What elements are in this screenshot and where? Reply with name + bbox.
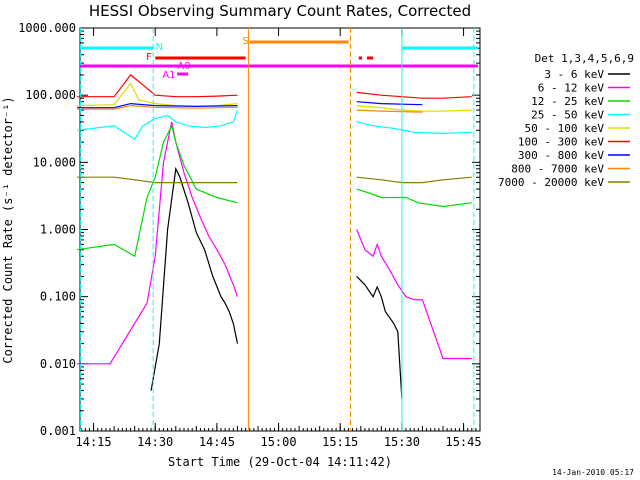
y-tick-label: 0.100 <box>40 290 76 304</box>
series-line-2 <box>77 124 472 258</box>
y-tick-label: 0.001 <box>40 424 76 438</box>
x-axis-label: Start Time (29-Oct-04 14:11:42) <box>168 455 392 469</box>
saa-flag-label: S <box>242 36 248 47</box>
legend-label: 7000 - 20000 keV <box>498 176 604 189</box>
night-flag-label: N <box>156 42 163 53</box>
series-line-5 <box>77 74 472 99</box>
y-tick-label: 100.000 <box>25 88 76 102</box>
y-tick-label: 1.000 <box>40 223 76 237</box>
chart-title: HESSI Observing Summary Count Rates, Cor… <box>89 2 471 20</box>
x-tick-label: 15:45 <box>445 435 481 449</box>
series-line-4 <box>77 82 472 112</box>
series-line-3 <box>77 109 472 141</box>
x-tick-label: 15:15 <box>322 435 358 449</box>
x-tick-label: 14:30 <box>137 435 173 449</box>
series-line-8 <box>77 176 472 184</box>
y-tick-label: 0.010 <box>40 357 76 371</box>
legend-title: Det 1,3,4,5,6,9 <box>535 52 634 65</box>
y-tick-label: 10.000 <box>33 155 76 169</box>
footer-timestamp: 14-Jan-2010 05:17 <box>552 468 634 477</box>
series-line-0 <box>150 166 403 400</box>
legend-label: 3 - 6 keV <box>544 68 604 81</box>
x-tick-label: 15:00 <box>260 435 296 449</box>
attenuator-state-label: A0 <box>177 61 190 72</box>
legend-label: 25 - 50 keV <box>531 109 604 122</box>
legend-label: 800 - 7000 keV <box>511 163 604 176</box>
legend-label: 100 - 300 keV <box>518 136 604 149</box>
x-tick-label: 14:45 <box>199 435 235 449</box>
attenuator-flag-label: A1 <box>162 70 175 81</box>
legend-label: 300 - 800 keV <box>518 149 604 162</box>
y-axis-label: Corrected Count Rate (s⁻¹ detector⁻¹) <box>1 96 15 363</box>
series-line-6 <box>77 102 472 108</box>
y-tick-label: 1000.000 <box>18 21 76 35</box>
series-line-1 <box>77 121 472 365</box>
x-tick-label: 15:30 <box>384 435 420 449</box>
legend-label: 50 - 100 keV <box>525 122 605 135</box>
legend-label: 6 - 12 keV <box>538 82 605 95</box>
x-tick-label: 14:15 <box>76 435 112 449</box>
legend-label: 12 - 25 keV <box>531 95 604 108</box>
flare-flag-label: F <box>146 52 152 63</box>
